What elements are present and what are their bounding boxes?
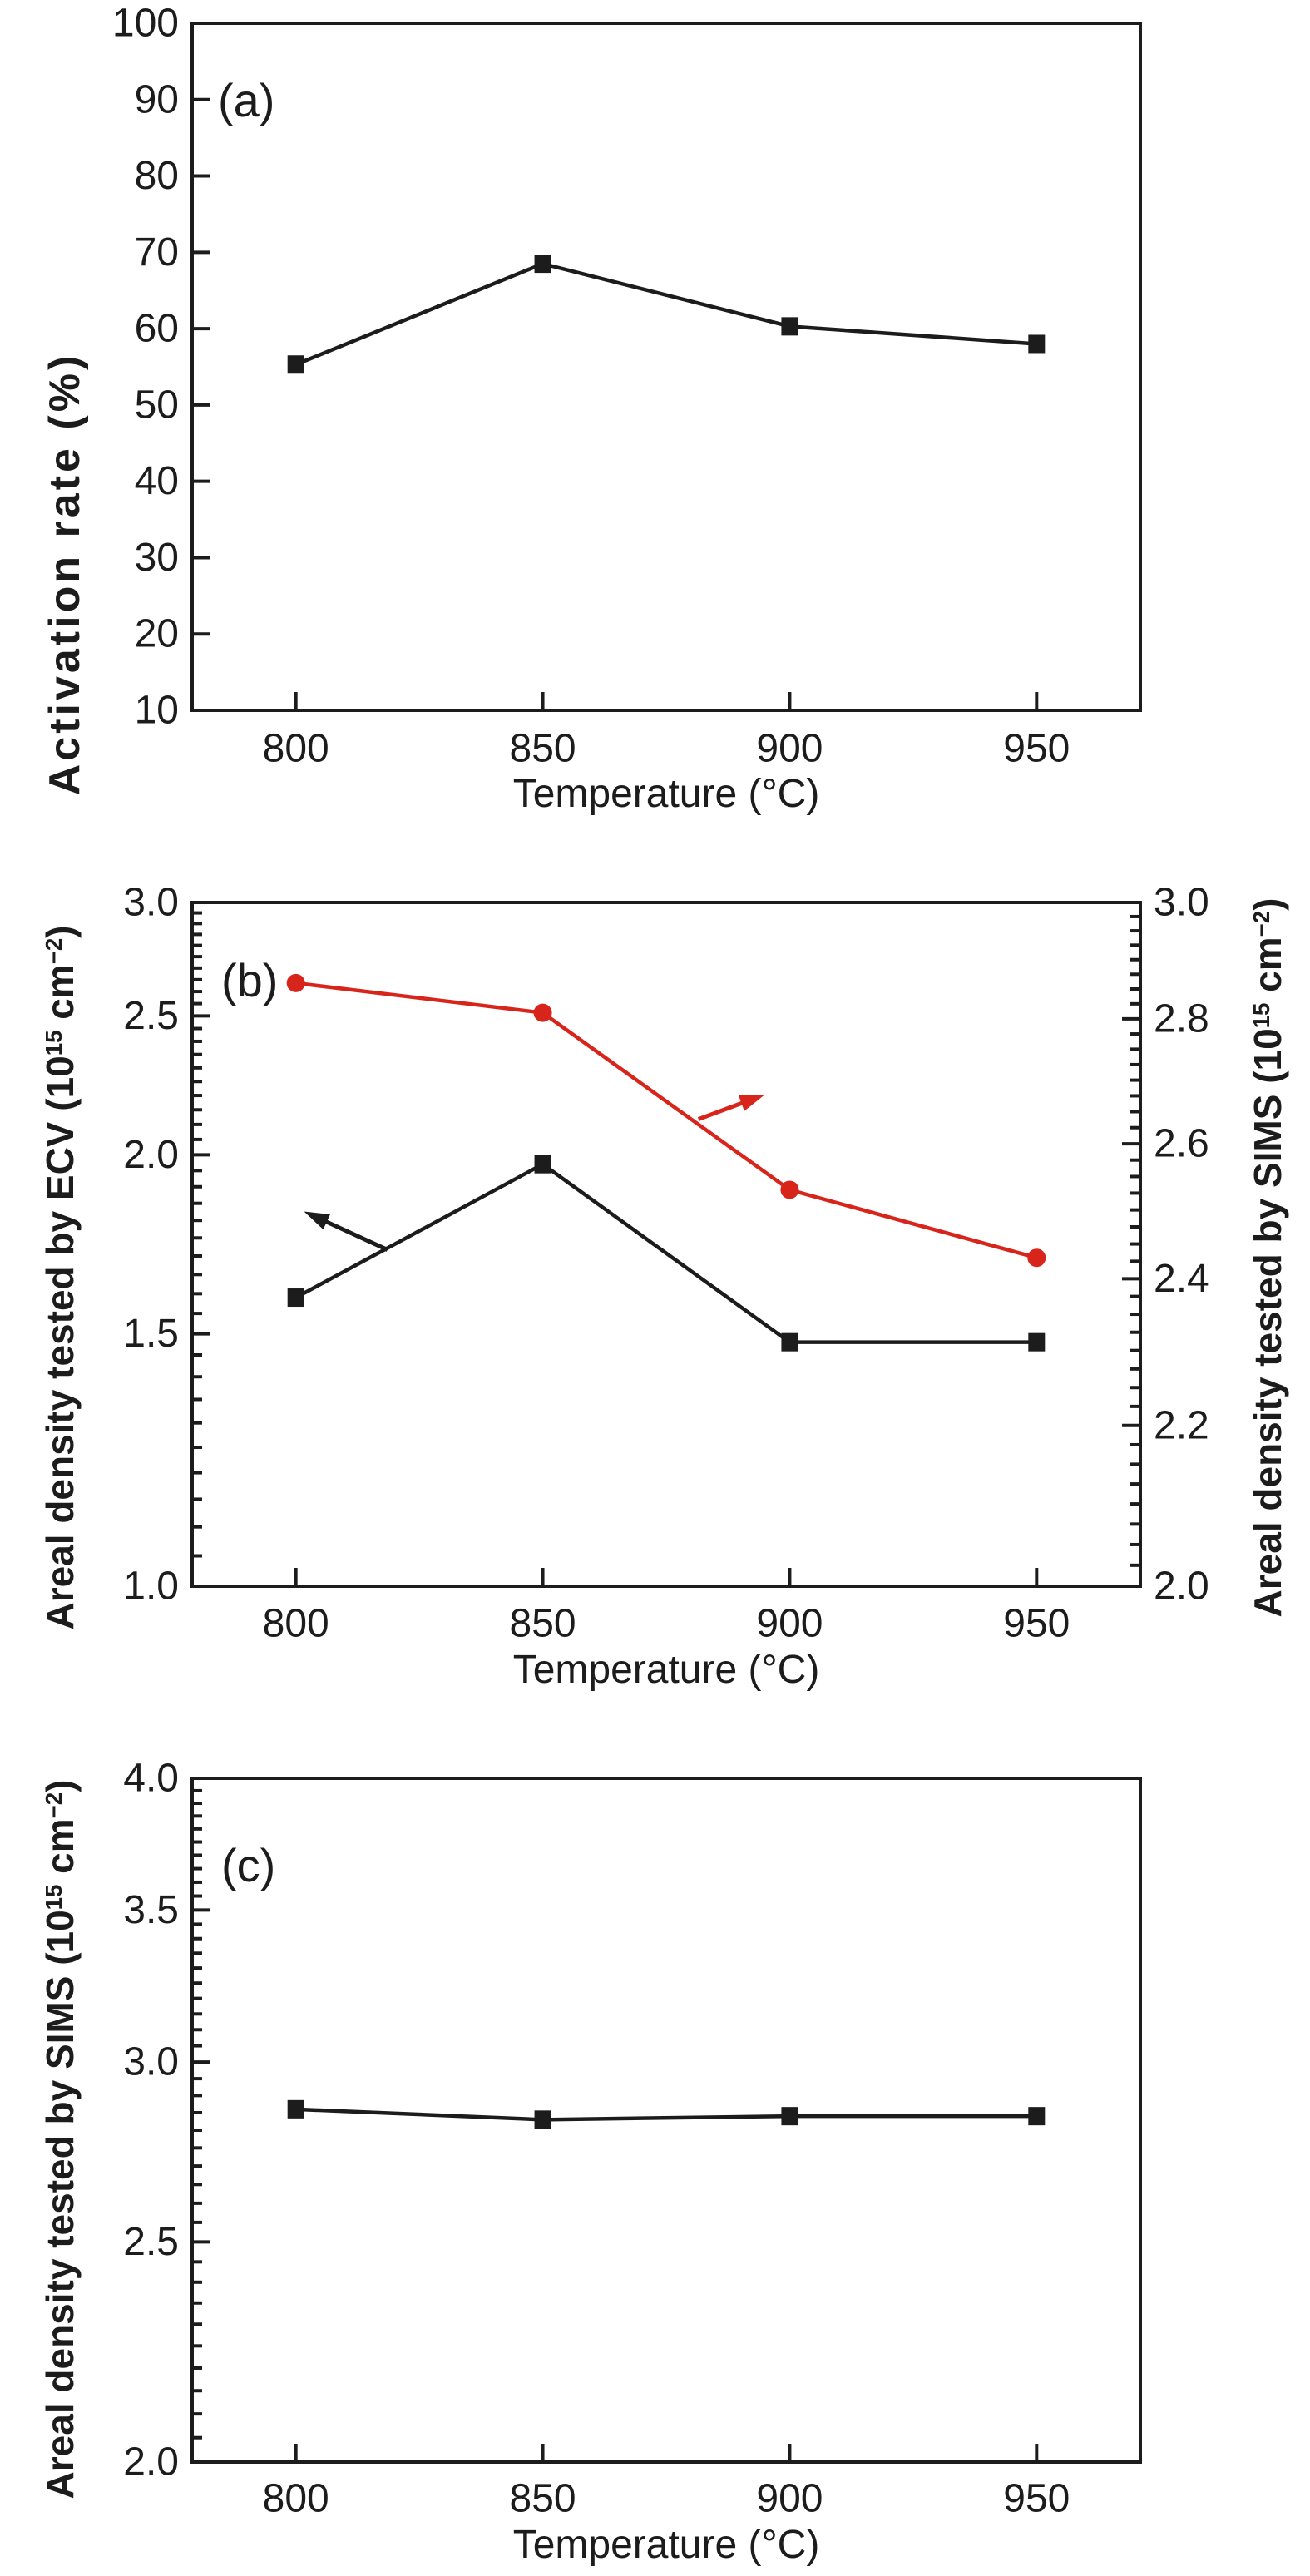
- panel-label-c: (c): [221, 1839, 276, 1891]
- ecv-left-axis-arrow-head: [304, 1211, 330, 1230]
- data-point-sims-areal-density: [1028, 2107, 1046, 2126]
- y-tick-label-a: 10: [135, 689, 179, 733]
- data-point-ecv-areal-density: [781, 1332, 798, 1352]
- plot-frame-b: [190, 901, 1142, 1588]
- y-tick-label-c: 2.0: [123, 2440, 179, 2485]
- y-tick-label-b: 2.4: [1154, 1257, 1209, 1301]
- y-tick-label-b: 2.6: [1154, 1122, 1209, 1166]
- y-tick-label-c: 4.0: [123, 1757, 179, 1801]
- superscript: −2: [41, 937, 67, 965]
- x-axis-title-c: Temperature (°C): [512, 2523, 820, 2567]
- data-point-sims-areal-density: [780, 1180, 799, 1199]
- y-axis-title-c-text: Areal density tested by SIMS (10: [38, 1910, 82, 2499]
- x-tick-label-c: 850: [510, 2477, 576, 2521]
- sims-right-axis-arrow-head: [738, 1094, 765, 1111]
- y-tick-label-b: 3.0: [123, 881, 179, 925]
- sims-right-axis-arrow: [697, 1100, 746, 1121]
- y-tick-label-a: 90: [135, 77, 179, 121]
- y-tick-label-a: 20: [135, 612, 179, 656]
- y-axis-title-b-left-text: Areal density tested by ECV (10: [38, 1056, 82, 1630]
- data-point-sims-areal-density: [781, 2107, 798, 2126]
- y-tick-label-a: 70: [135, 230, 179, 274]
- y-tick-label-b: 1.5: [123, 1312, 179, 1356]
- y-tick-label-b: 1.0: [123, 1565, 179, 1609]
- y-axis-title-b-left-unit: cm: [38, 964, 82, 1031]
- plot-frame-c: [190, 1777, 1142, 2464]
- y-tick-label-b: 2.5: [123, 994, 179, 1038]
- x-tick-label-a: 950: [1003, 727, 1070, 771]
- y-axis-title-c-unit: cm: [38, 1818, 82, 1885]
- x-tick-label-c: 900: [756, 2477, 823, 2521]
- y-axis-title-b-right-close: ): [1246, 897, 1289, 911]
- ecv-left-axis-arrow: [323, 1219, 388, 1252]
- superscript: −2: [41, 1792, 67, 1819]
- superscript: −2: [1248, 910, 1274, 937]
- data-point-sims-areal-density: [534, 2110, 551, 2129]
- y-tick-label-a: 30: [135, 536, 179, 580]
- data-point-sims-areal-density: [287, 2099, 304, 2119]
- x-tick-label-a: 800: [263, 727, 329, 771]
- series-line-sims-areal-density: [295, 2107, 1037, 2122]
- y-axis-title-c-close: ): [38, 1779, 82, 1792]
- y-tick-label-a: 60: [135, 307, 179, 351]
- x-tick-label-a: 900: [756, 727, 823, 771]
- data-point-sims-areal-density: [1027, 1248, 1046, 1268]
- panel-label-b: (b): [221, 954, 279, 1006]
- y-tick-label-b: 2.8: [1154, 996, 1209, 1041]
- x-axis-title-b: Temperature (°C): [512, 1648, 820, 1692]
- data-point-activation-rate: [1028, 334, 1046, 354]
- y-tick-label-a: 40: [135, 459, 179, 503]
- data-point-activation-rate: [534, 255, 551, 274]
- y-axis-title-b-left-close: ): [38, 925, 82, 938]
- y-tick-label-c: 3.0: [123, 2040, 179, 2084]
- x-tick-label-b: 900: [756, 1602, 823, 1646]
- y-tick-label-b: 2.0: [1154, 1565, 1209, 1609]
- data-point-ecv-areal-density: [287, 1288, 304, 1308]
- y-tick-label-c: 3.5: [123, 1888, 179, 1932]
- x-axis-title-a: Temperature (°C): [512, 772, 820, 816]
- plot-frame-a: [190, 22, 1142, 712]
- series-line-sims-areal-density: [295, 981, 1037, 1260]
- panel-label-a: (a): [218, 74, 275, 126]
- series-line-ecv-areal-density: [294, 1162, 1037, 1344]
- y-tick-label-a: 80: [135, 154, 179, 198]
- y-tick-label-a: 100: [112, 2, 179, 46]
- x-tick-label-b: 800: [263, 1602, 329, 1646]
- superscript: 15: [41, 1030, 67, 1056]
- data-point-sims-areal-density: [533, 1003, 552, 1022]
- y-axis-title-c: Areal density tested by SIMS (1015 cm−2): [31, 1657, 89, 2576]
- superscript: 15: [1248, 1002, 1274, 1029]
- x-tick-label-b: 850: [510, 1602, 576, 1646]
- data-point-activation-rate: [781, 317, 798, 336]
- y-tick-label-a: 50: [135, 383, 179, 427]
- y-axis-title-b-right-text: Areal density tested by SIMS (10: [1246, 1028, 1289, 1618]
- y-axis-title-b-right: Areal density tested by SIMS (1015 cm−2): [1238, 775, 1297, 1740]
- y-tick-label-c: 2.5: [123, 2220, 179, 2264]
- y-tick-label-b: 2.0: [123, 1133, 179, 1177]
- data-point-ecv-areal-density: [534, 1155, 551, 1174]
- superscript: 15: [41, 1884, 67, 1911]
- x-tick-label-c: 800: [263, 2477, 329, 2521]
- data-point-sims-areal-density: [286, 973, 305, 992]
- x-tick-label-c: 950: [1003, 2477, 1070, 2521]
- x-tick-label-b: 950: [1003, 1602, 1070, 1646]
- data-point-ecv-areal-density: [1028, 1332, 1046, 1352]
- y-tick-label-b: 2.2: [1154, 1403, 1209, 1447]
- y-tick-label-b: 3.0: [1154, 881, 1209, 925]
- y-axis-title-b-right-unit: cm: [1246, 937, 1289, 1003]
- x-tick-label-a: 850: [510, 727, 576, 771]
- data-point-activation-rate: [287, 355, 304, 374]
- y-axis-title-b-left: Areal density tested by ECV (1015 cm−2): [31, 795, 89, 1760]
- series-line-activation-rate: [294, 261, 1037, 367]
